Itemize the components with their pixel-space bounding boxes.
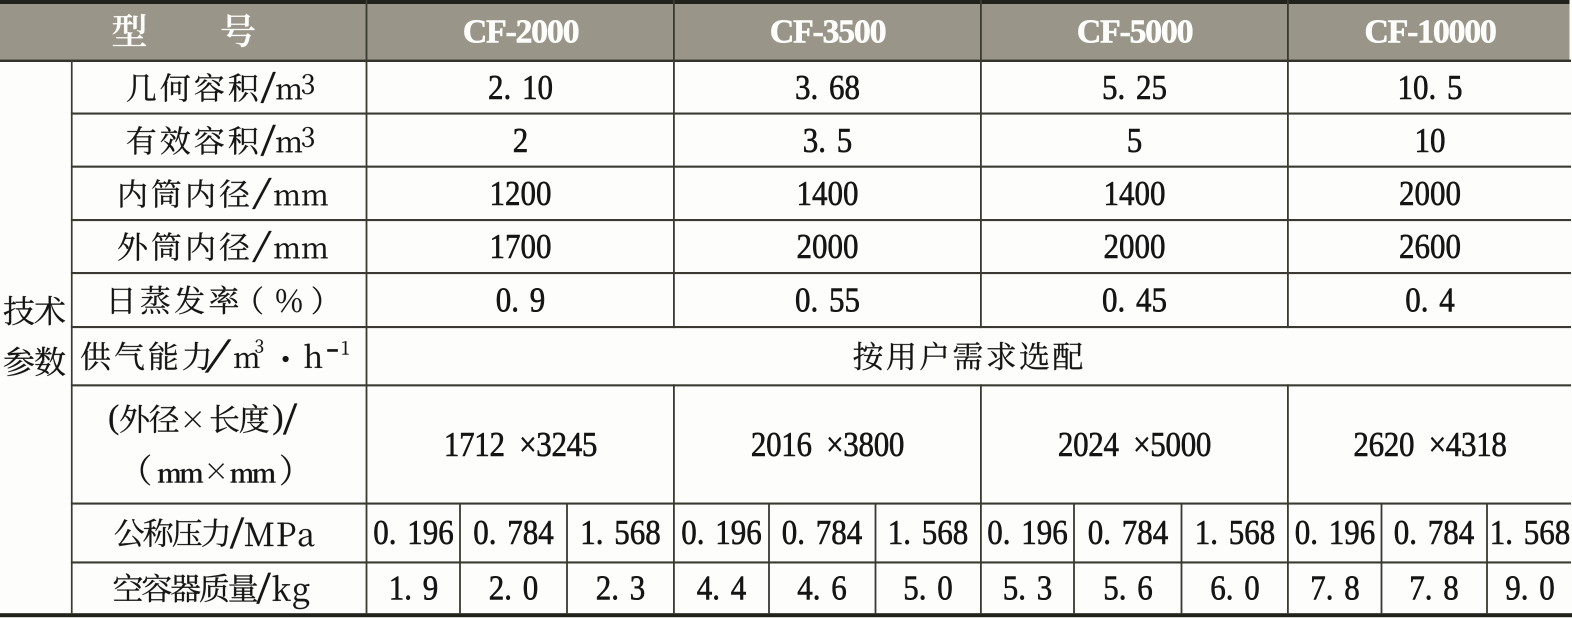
svg-text:3. 5: 3. 5 [803, 122, 852, 160]
svg-text:0. 45: 0. 45 [1102, 282, 1167, 320]
svg-text:10. 5: 10. 5 [1398, 69, 1463, 107]
svg-text:4. 6: 4. 6 [797, 570, 846, 608]
svg-text:7. 8: 7. 8 [1409, 570, 1458, 608]
svg-text:7. 8: 7. 8 [1310, 570, 1359, 608]
svg-text:0. 196: 0. 196 [1295, 514, 1375, 552]
svg-text:5. 0: 5. 0 [903, 570, 952, 608]
svg-text:0. 196: 0. 196 [373, 514, 453, 552]
svg-text:0. 9: 0. 9 [496, 282, 545, 320]
svg-text:2620 ×4318: 2620 ×4318 [1353, 426, 1506, 464]
svg-text:2000: 2000 [797, 228, 859, 266]
svg-text:0. 196: 0. 196 [987, 514, 1067, 552]
svg-text:2016 ×3800: 2016 ×3800 [751, 426, 904, 464]
svg-text:2. 3: 2. 3 [596, 570, 645, 608]
svg-text:0. 784: 0. 784 [1394, 514, 1475, 552]
svg-text:CF-3500: CF-3500 [770, 14, 886, 51]
svg-text:2024 ×5000: 2024 ×5000 [1058, 426, 1211, 464]
svg-text:1700: 1700 [490, 228, 552, 266]
svg-text:0. 55: 0. 55 [795, 282, 860, 320]
svg-text:6. 0: 6. 0 [1210, 570, 1259, 608]
svg-text:2: 2 [513, 122, 528, 160]
svg-text:0. 784: 0. 784 [473, 514, 554, 552]
svg-text:CF-5000: CF-5000 [1077, 14, 1193, 51]
svg-text:0. 784: 0. 784 [782, 514, 863, 552]
svg-text:1. 9: 1. 9 [389, 570, 438, 608]
svg-text:2. 10: 2. 10 [488, 69, 553, 107]
svg-text:2000: 2000 [1399, 175, 1461, 213]
svg-text:1. 568: 1. 568 [580, 514, 660, 552]
svg-text:0. 196: 0. 196 [681, 514, 761, 552]
svg-text:3. 68: 3. 68 [795, 69, 860, 107]
svg-text:9. 0: 9. 0 [1505, 570, 1554, 608]
svg-text:5. 3: 5. 3 [1003, 570, 1052, 608]
svg-text:10: 10 [1415, 122, 1446, 160]
svg-text:CF-10000: CF-10000 [1364, 14, 1496, 51]
svg-text:2000: 2000 [1104, 228, 1166, 266]
svg-text:1400: 1400 [797, 175, 859, 213]
svg-text:CF-2000: CF-2000 [463, 14, 579, 51]
svg-text:1. 568: 1. 568 [1490, 514, 1570, 552]
svg-text:0. 4: 0. 4 [1405, 282, 1455, 320]
svg-text:4. 4: 4. 4 [697, 570, 747, 608]
svg-text:1. 568: 1. 568 [888, 514, 968, 552]
svg-text:5: 5 [1127, 122, 1142, 160]
svg-text:5. 6: 5. 6 [1103, 570, 1152, 608]
svg-text:0. 784: 0. 784 [1088, 514, 1169, 552]
svg-text:1712 ×3245: 1712 ×3245 [444, 426, 597, 464]
svg-text:1200: 1200 [490, 175, 552, 213]
svg-text:2. 0: 2. 0 [489, 570, 538, 608]
svg-text:1400: 1400 [1104, 175, 1166, 213]
svg-text:5. 25: 5. 25 [1102, 69, 1167, 107]
svg-text:1. 568: 1. 568 [1195, 514, 1275, 552]
svg-text:2600: 2600 [1399, 228, 1461, 266]
